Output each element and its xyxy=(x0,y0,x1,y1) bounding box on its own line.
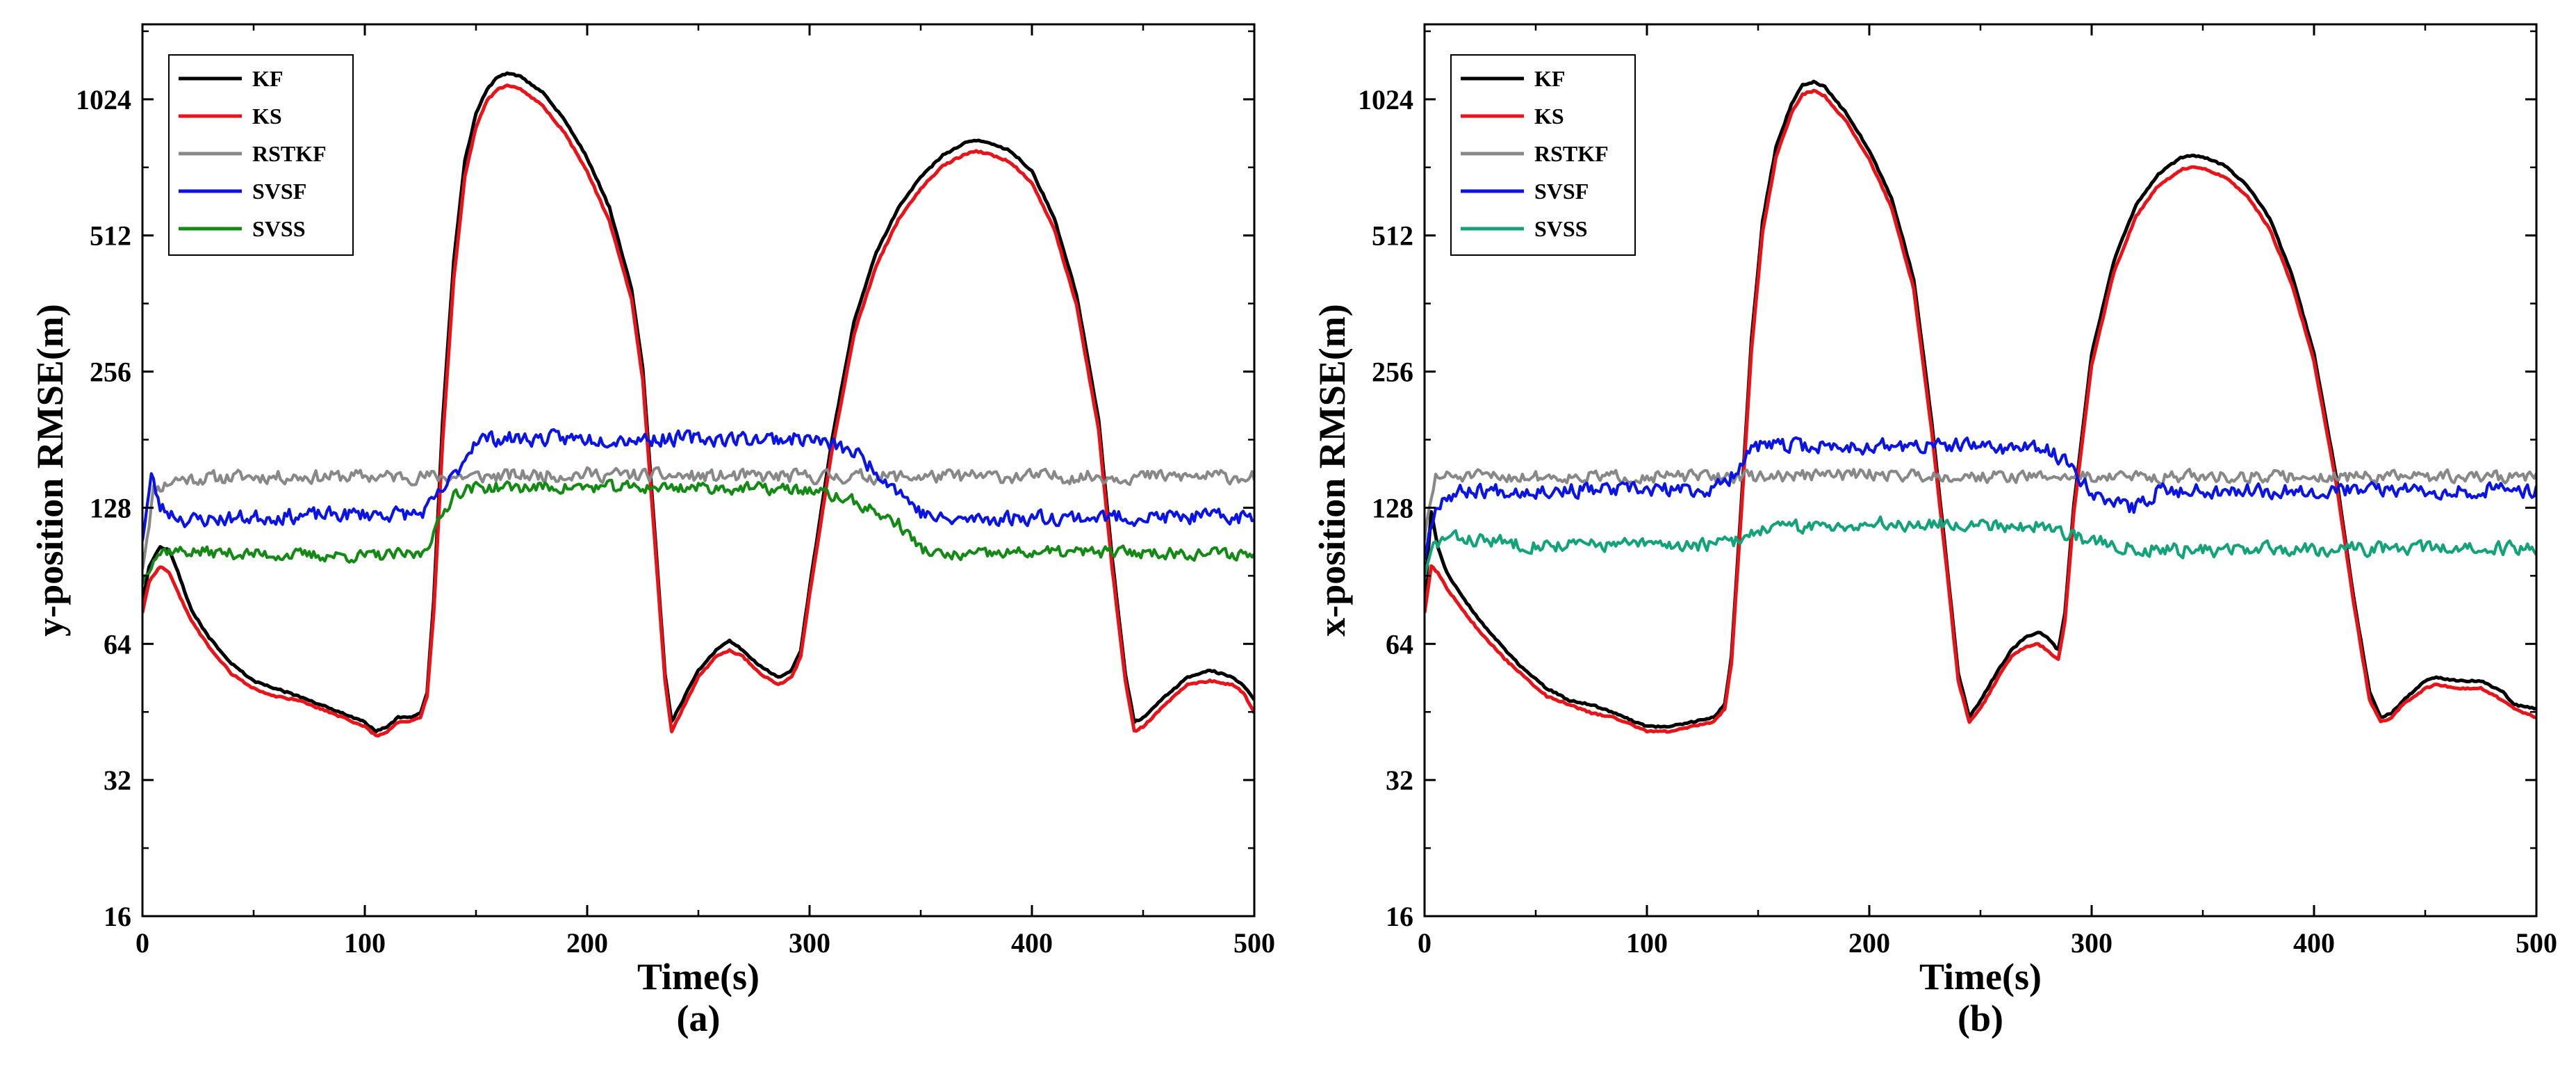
x-tick-label: 400 xyxy=(1011,927,1053,959)
y-tick-label: 64 xyxy=(104,628,131,660)
x-tick-label: 0 xyxy=(1418,927,1431,959)
chart-panel-b: 0 100 200 300 400 500 16 32 64 128 256 512 1024 Time(… xyxy=(1311,23,2557,1039)
legend-label-svss: SVSS xyxy=(252,216,306,241)
x-tick-label: 200 xyxy=(1848,927,1890,959)
x-tick-label: 300 xyxy=(2071,927,2113,959)
x-tick-label: 100 xyxy=(1626,927,1668,959)
x-axis-title: Time(s) xyxy=(1919,956,2042,997)
y-axis-title: y-position RMSE(m) xyxy=(29,304,71,637)
legend: KF KS RSTKF SVSF SVSS xyxy=(1450,54,1636,256)
y-tick-label: 1024 xyxy=(1358,84,1413,115)
x-tick-label: 400 xyxy=(2293,927,2335,959)
series-line-kf xyxy=(142,71,1254,733)
legend-label-rstkf: RSTKF xyxy=(252,141,327,166)
y-tick-label: 128 xyxy=(90,492,131,523)
panel-label: (a) xyxy=(677,997,721,1039)
y-tick-label: 512 xyxy=(90,220,131,252)
panel-label: (b) xyxy=(1958,997,2003,1039)
series-line-svss xyxy=(142,478,1254,585)
series-line-svsf xyxy=(1425,436,2536,560)
y-tick-label: 32 xyxy=(1386,765,1413,796)
y-tick-label: 512 xyxy=(1372,220,1413,252)
series-line-svsf xyxy=(142,428,1254,541)
y-tick-label: 16 xyxy=(104,901,131,932)
x-axis-title: Time(s) xyxy=(637,956,760,997)
series-line-rstkf xyxy=(142,466,1254,570)
x-tick-label: 0 xyxy=(136,927,149,959)
series-line-ks xyxy=(1425,88,2536,734)
x-tick-label: 200 xyxy=(566,927,608,959)
legend-label-svss: SVSS xyxy=(1534,216,1588,241)
y-tick-label: 32 xyxy=(104,765,131,796)
x-tick-label: 100 xyxy=(344,927,386,959)
y-axis-title: x-position RMSE(m) xyxy=(1311,304,1353,637)
legend-label-svsf: SVSF xyxy=(1534,179,1589,204)
x-tick-label: 500 xyxy=(1233,927,1275,959)
legend-label-svsf: SVSF xyxy=(252,179,306,204)
series-group xyxy=(142,71,1254,738)
y-tick-label: 64 xyxy=(1386,628,1413,660)
legend-label-kf: KF xyxy=(252,66,283,91)
legend-label-ks: KS xyxy=(1534,104,1564,129)
x-tick-label: 500 xyxy=(2516,927,2557,959)
y-tick-label: 256 xyxy=(1372,357,1413,388)
series-group xyxy=(1425,79,2536,734)
y-tick-label: 16 xyxy=(1386,901,1413,932)
x-tick-label: 300 xyxy=(789,927,830,959)
legend: KF KS RSTKF SVSF SVSS xyxy=(168,54,354,256)
series-line-svss xyxy=(1425,515,2536,580)
legend-label-ks: KS xyxy=(252,104,282,129)
legend-label-rstkf: RSTKF xyxy=(1534,141,1609,166)
legend-label-kf: KF xyxy=(1534,66,1565,91)
chart-panel-a: 0 100 200 300 400 500 16 32 64 128 256 512 1024 Time(… xyxy=(29,23,1275,1039)
y-tick-label: 256 xyxy=(90,357,131,388)
series-line-ks xyxy=(142,83,1254,738)
y-tick-label: 1024 xyxy=(76,84,131,115)
series-line-rstkf xyxy=(1425,467,2536,541)
y-tick-label: 128 xyxy=(1372,492,1413,523)
